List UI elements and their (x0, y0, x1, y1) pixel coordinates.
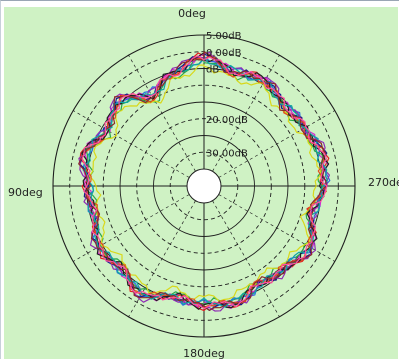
angle-label-90deg: 90deg (8, 186, 43, 199)
ring-labels: 5.00dB 0.00dB dB 20.00dB 30.00dB (206, 31, 248, 159)
grid-spoke (212, 200, 280, 317)
ring-label: 5.00dB (206, 31, 242, 42)
series-line (85, 58, 324, 306)
angle-label-180deg: 180deg (183, 347, 225, 359)
series-line (81, 55, 328, 310)
angle-label-270deg: 270deg (368, 176, 399, 189)
grid-spoke (73, 194, 190, 262)
ring-label: dB (206, 65, 219, 76)
grid-spoke (218, 194, 335, 262)
grid-spoke (73, 110, 190, 178)
ring-label: 20.00dB (206, 115, 248, 126)
ring-label: 30.00dB (206, 148, 248, 159)
angle-label-0deg: 0deg (178, 7, 206, 20)
center-circle (186, 168, 222, 204)
series-group (78, 51, 331, 312)
series-line (81, 52, 330, 310)
grid-spoke (128, 55, 196, 172)
grid-spoke (212, 55, 280, 172)
ring-label: 0.00dB (206, 48, 242, 59)
grid-spoke (128, 200, 196, 317)
series-line (89, 64, 322, 302)
grid-spoke (218, 110, 335, 178)
